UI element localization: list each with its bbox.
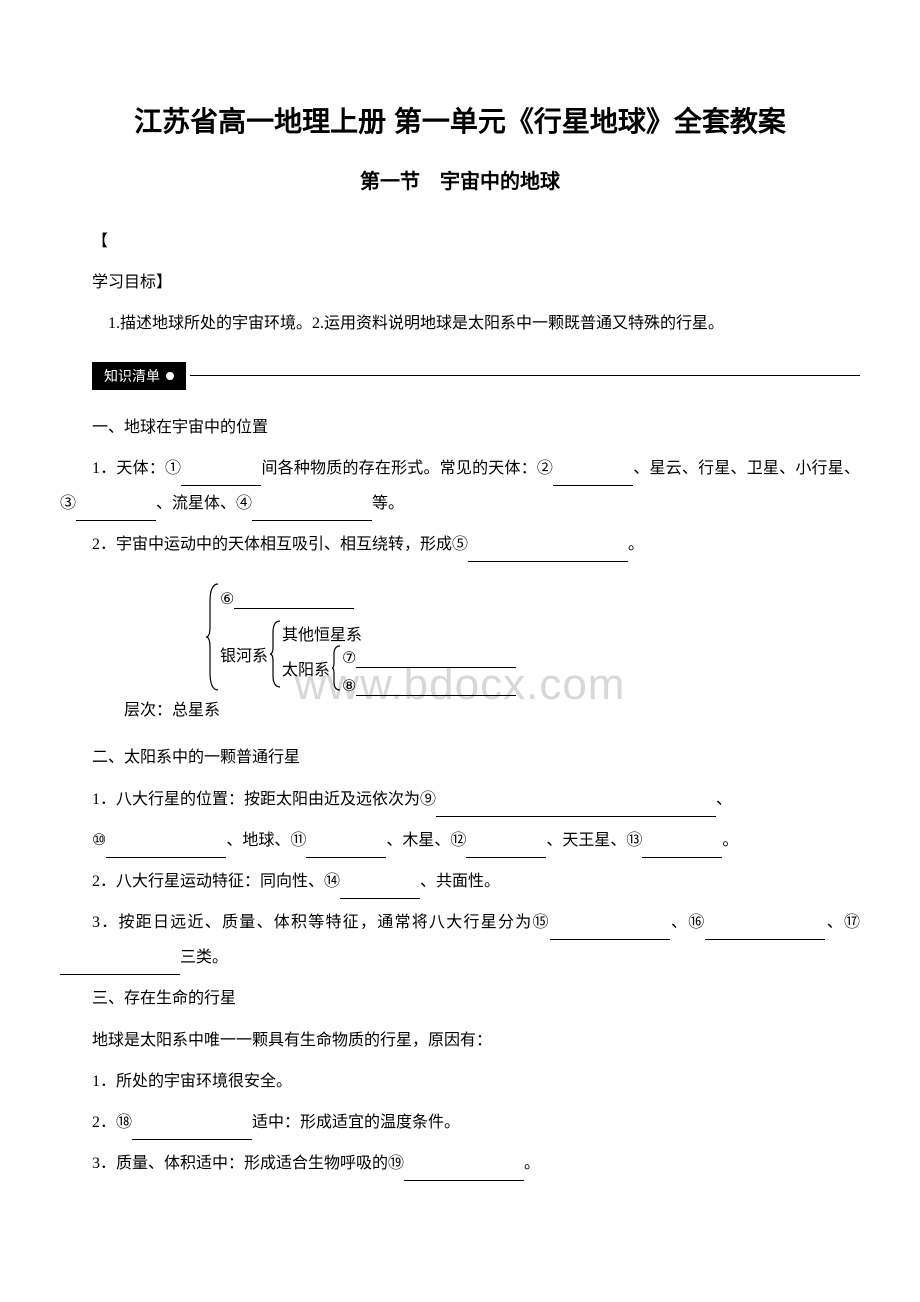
document-content: 江苏省高一地理上册 第一单元《行星地球》全套教案 第一节 宇宙中的地球 【 学习… (60, 100, 860, 1181)
hier-other: 其他恒星系 (282, 621, 362, 645)
blank-2 (553, 467, 633, 486)
blank-4 (252, 502, 372, 521)
text: 、 (716, 791, 732, 808)
text: 、⑯ (670, 914, 706, 931)
text: 3．按距日远近、质量、体积等特征，通常将八大行星分为⑮ (92, 914, 550, 931)
brace-left-icon (330, 644, 342, 692)
blank-19 (404, 1162, 524, 1181)
text: 。 (722, 832, 738, 849)
hier-taiyang: 太阳系 (282, 656, 330, 680)
blank-10 (106, 839, 226, 858)
document-title: 江苏省高一地理上册 第一单元《行星地球》全套教案 (60, 100, 860, 140)
divider-line (190, 375, 860, 376)
section-3-item-2: 2．⑱ 适中：形成适宜的温度条件。 (60, 1105, 860, 1140)
blank-9 (436, 798, 716, 817)
text: 2．宇宙中运动中的天体相互吸引、相互绕转，形成⑤ (92, 536, 468, 553)
section-2-heading: 二、太阳系中的一颗普通行星 (60, 740, 860, 775)
blank-3 (76, 502, 156, 521)
blank-1 (181, 467, 261, 486)
text: 间各种物质的存在形式。常见的天体：② (261, 460, 553, 477)
blank-7 (356, 649, 516, 668)
text: 1．天体：① (92, 460, 181, 477)
hierarchy-diagram: ⑥ 银河系 其他恒星系 太阳系 (124, 582, 860, 720)
section-1-item-2: 2．宇宙中运动中的天体相互吸引、相互绕转，形成⑤ 。 (60, 527, 860, 562)
section-2-item-2: 2．八大行星运动特征：同向性、⑭ 、共面性。 (60, 864, 860, 899)
section-2-item-1-line-1: 1．八大行星的位置：按距太阳由近及远依次为⑨ 、 (60, 782, 860, 817)
objectives-text: 1.描述地球所处的宇宙环境。2.运用资料说明地球是太阳系中一颗既普通又特殊的行星… (60, 306, 860, 341)
document-subtitle: 第一节 宇宙中的地球 (60, 165, 860, 194)
text: 、流星体、④ (156, 495, 252, 512)
text: 、木星、⑫ (386, 832, 466, 849)
bracket-open: 【 (60, 224, 860, 259)
section-1-item-1: 1．天体：①间各种物质的存在形式。常见的天体：②、星云、行星、卫星、小行星、③、… (60, 451, 860, 521)
blank-5 (468, 543, 628, 562)
text: 、地球、⑪ (226, 832, 306, 849)
section-1-heading: 一、地球在宇宙中的位置 (60, 410, 860, 445)
blank-16 (705, 921, 825, 940)
section-2-item-1-line-2: ⑩ 、地球、⑪ 、木星、⑫ 、天王星、⑬ 。 (60, 823, 860, 858)
text: ⑩ (92, 832, 106, 849)
text: 、⑰ (825, 914, 860, 931)
section-3-heading: 三、存在生命的行星 (60, 981, 860, 1016)
section-3-item-3: 3．质量、体积适中：形成适合生物呼吸的⑲ 。 (60, 1146, 860, 1181)
text: 适中：形成适宜的温度条件。 (252, 1114, 460, 1131)
text: 。 (628, 536, 644, 553)
blank-12 (466, 839, 546, 858)
hier-8-label: ⑧ (342, 676, 356, 696)
text: 3．质量、体积适中：形成适合生物呼吸的⑲ (92, 1155, 404, 1172)
section-2-item-3: 3．按距日远近、质量、体积等特征，通常将八大行星分为⑮ 、⑯ 、⑰ 三类。 (60, 905, 860, 975)
brace-left-icon (268, 619, 282, 689)
blank-15 (550, 921, 670, 940)
hier-7-label: ⑦ (342, 648, 356, 668)
hier-yinhe: 银河系 (220, 642, 268, 666)
dot-icon (166, 372, 174, 380)
blank-13 (642, 839, 722, 858)
blank-17 (60, 956, 180, 975)
text: 2．⑱ (92, 1114, 132, 1131)
blank-8 (356, 677, 516, 696)
text: 、共面性。 (420, 873, 500, 890)
objectives-label: 学习目标】 (60, 265, 860, 300)
knowledge-list-divider: 知识清单 (92, 362, 860, 390)
text: 1．八大行星的位置：按距太阳由近及远依次为⑨ (92, 791, 436, 808)
brace-left-icon (204, 582, 220, 692)
section-3-intro: 地球是太阳系中唯一一颗具有生命物质的行星，原因有： (60, 1023, 860, 1058)
section-3-item-1: 1．所处的宇宙环境很安全。 (60, 1064, 860, 1099)
blank-14 (340, 880, 420, 899)
hier-6-label: ⑥ (220, 589, 234, 609)
text: 。 (524, 1155, 540, 1172)
knowledge-list-label: 知识清单 (92, 362, 186, 390)
text: 2．八大行星运动特征：同向性、⑭ (92, 873, 340, 890)
text: 、天王星、⑬ (546, 832, 642, 849)
text: 三类。 (180, 949, 228, 966)
blank-11 (306, 839, 386, 858)
blank-6 (234, 590, 354, 609)
text: 等。 (372, 495, 404, 512)
blank-18 (132, 1121, 252, 1140)
knowledge-list-label-text: 知识清单 (104, 366, 160, 386)
